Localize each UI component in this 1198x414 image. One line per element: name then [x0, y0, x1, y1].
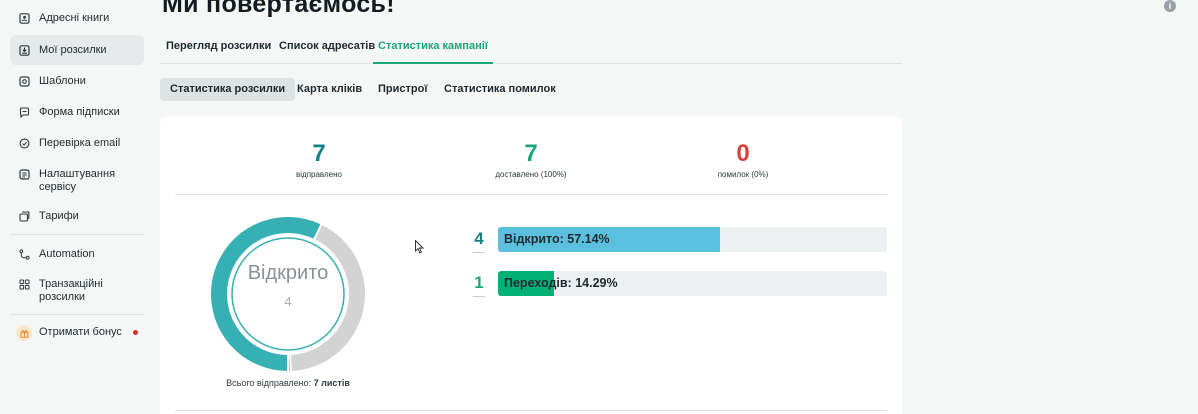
- automation-icon: [18, 248, 30, 260]
- sidebar-item-my-mailings[interactable]: Мої розсилки: [10, 35, 144, 65]
- donut-value: 4: [284, 294, 292, 309]
- tab-recipients[interactable]: Список адресатів: [279, 40, 376, 52]
- sidebar-item-transactional[interactable]: Транзакційні розсилки: [10, 278, 144, 306]
- gift-icon: [16, 325, 32, 341]
- total-prefix: Всього відправлено:: [226, 378, 312, 388]
- page-title: Ми повертаємось!: [162, 0, 395, 18]
- settings-icon: [18, 168, 30, 180]
- opened-bar-row: 4 Відкрито: 57.14%: [468, 227, 888, 253]
- grid-icon: [18, 278, 30, 290]
- sidebar-item-label: Отримати бонус: [39, 326, 122, 338]
- sidebar: Адресні книги Мої розсилки Шаблони Форма…: [0, 0, 152, 414]
- stat-value: 0: [736, 140, 750, 167]
- sidebar-item-address-books[interactable]: Адресні книги: [10, 12, 144, 26]
- opened-donut: Відкрито 4: [208, 214, 368, 374]
- donut-slice-marker: [287, 352, 292, 374]
- mailing-icon: [18, 44, 30, 56]
- bar-track: Відкрито: 57.14%: [498, 227, 887, 252]
- stat-value: 7: [312, 140, 326, 167]
- sidebar-item-label: Перевірка email: [39, 137, 121, 149]
- stat-label: помилок (0%): [717, 170, 769, 179]
- bar-track: Переходів: 14.29%: [498, 271, 887, 296]
- donut-label: Відкрито: [247, 262, 329, 284]
- donut-slice-opened: [209, 215, 324, 374]
- tab-campaign-stats[interactable]: Статистика кампанії: [373, 40, 493, 64]
- sidebar-item-subscription-form[interactable]: Форма підписки: [10, 106, 144, 120]
- bar-count: 1: [468, 273, 490, 297]
- subtab-devices[interactable]: Пристрої: [378, 83, 428, 95]
- address-book-icon: [18, 12, 30, 24]
- stats-card: 7 відправлено 7 доставлено (100%) 0 поми…: [160, 116, 902, 414]
- donut-chart: [209, 215, 367, 374]
- sidebar-item-label: Форма підписки: [39, 106, 120, 118]
- stat-sent: 7 відправлено: [219, 140, 419, 179]
- mouse-cursor-icon: [415, 240, 424, 254]
- donut-inner-ring: [231, 237, 345, 351]
- check-circle-icon: [18, 137, 30, 149]
- tariffs-icon: [18, 210, 30, 222]
- bar-label: Відкрито: 57.14%: [504, 232, 610, 246]
- stat-label: доставлено (100%): [495, 170, 567, 179]
- templates-icon: [18, 75, 30, 87]
- sidebar-item-label: Транзакційні розсилки: [39, 278, 103, 303]
- total-value: 7 листів: [313, 378, 350, 388]
- sidebar-item-automation[interactable]: Automation: [10, 248, 144, 262]
- sidebar-item-label: Тарифи: [39, 210, 79, 222]
- stat-label: відправлено: [296, 170, 342, 179]
- form-icon: [18, 106, 30, 118]
- sidebar-item-label: Шаблони: [39, 75, 86, 87]
- subtab-error-stats[interactable]: Статистика помилок: [444, 83, 556, 95]
- sidebar-item-label: Automation: [39, 248, 95, 260]
- sidebar-divider: [10, 234, 144, 235]
- campaign-tabs: Перегляд розсилки Список адресатів Стати…: [160, 40, 902, 64]
- stat-value: 7: [524, 140, 538, 167]
- sidebar-item-label: Адресні книги: [39, 12, 110, 24]
- clicks-bar-row: 1 Переходів: 14.29%: [468, 271, 888, 297]
- sidebar-item-service-settings[interactable]: Налаштування сервісу: [10, 168, 144, 196]
- sidebar-item-get-bonus[interactable]: Отримати бонус: [10, 325, 144, 341]
- sidebar-item-templates[interactable]: Шаблони: [10, 75, 144, 89]
- info-icon[interactable]: i: [1164, 0, 1176, 12]
- opened-bar-fill: [498, 227, 721, 252]
- sidebar-divider: [10, 314, 144, 315]
- bar-label: Переходів: 14.29%: [504, 276, 618, 290]
- clicks-bar-fill: [498, 271, 554, 296]
- tab-preview[interactable]: Перегляд розсилки: [166, 40, 272, 52]
- divider: [175, 410, 887, 411]
- sidebar-item-email-check[interactable]: Перевірка email: [10, 137, 144, 151]
- subtab-mailing-stats[interactable]: Статистика розсилки: [160, 78, 296, 101]
- stat-errors: 0 помилок (0%): [643, 140, 843, 179]
- stat-delivered: 7 доставлено (100%): [431, 140, 631, 179]
- subtab-click-map[interactable]: Карта кліків: [297, 83, 363, 95]
- sidebar-item-tariffs[interactable]: Тарифи: [10, 210, 144, 224]
- notification-dot: [133, 330, 138, 335]
- divider: [175, 194, 887, 195]
- bar-count: 4: [468, 229, 490, 253]
- sidebar-item-label: Мої розсилки: [39, 44, 107, 56]
- sidebar-item-label: Налаштування сервісу: [39, 168, 116, 193]
- total-sent: Всього відправлено: 7 листів: [190, 378, 386, 388]
